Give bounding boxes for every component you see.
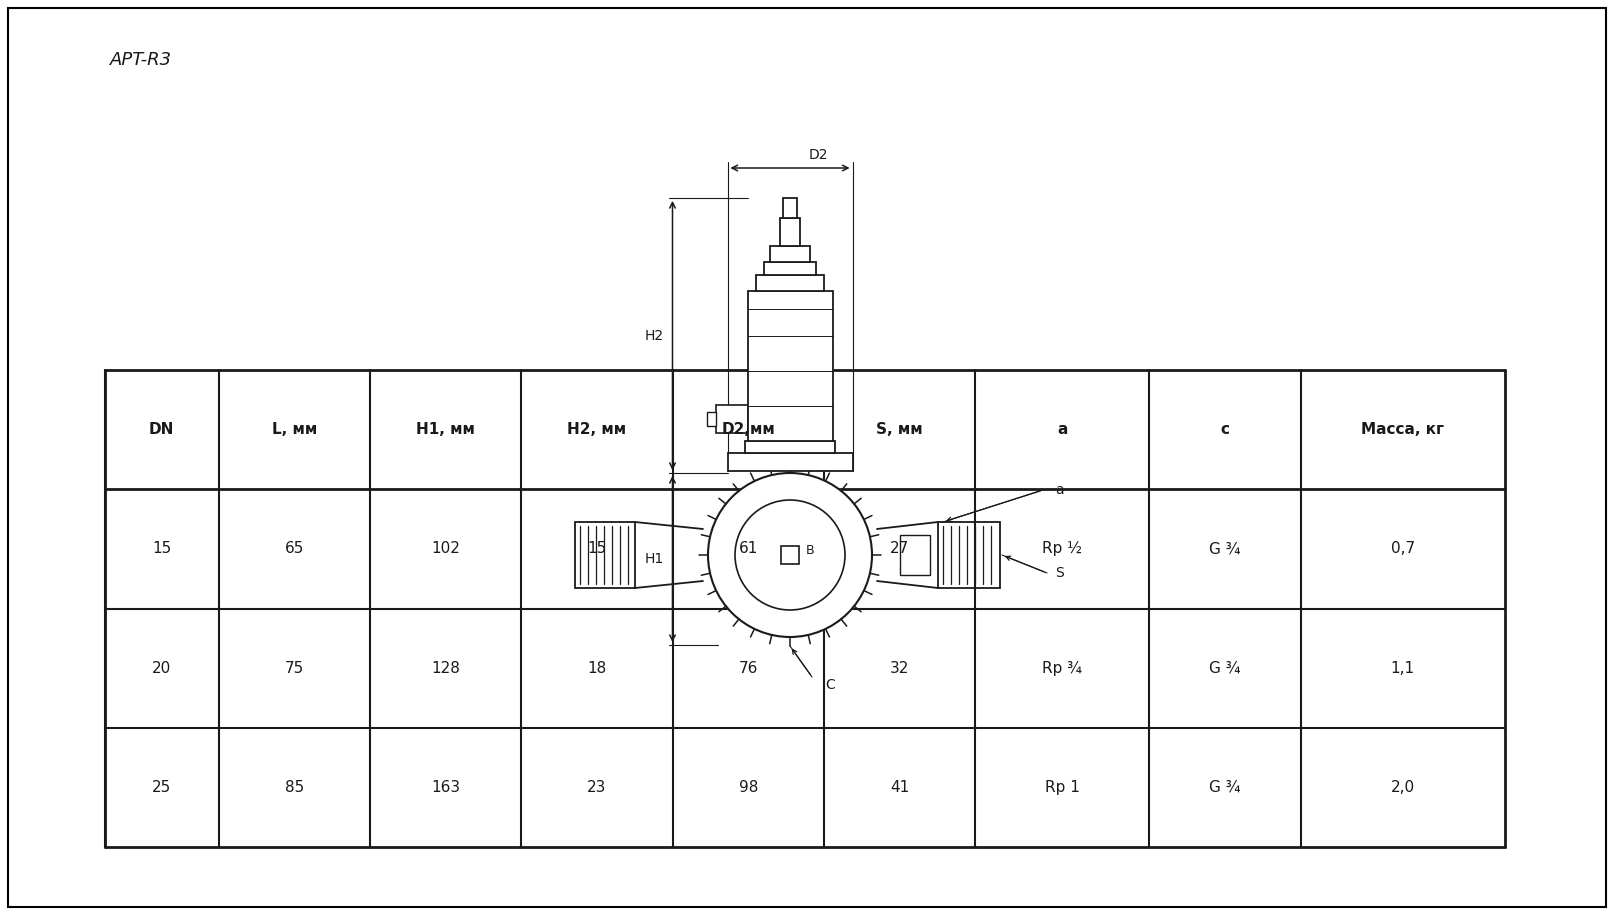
Text: 61: 61 (739, 542, 759, 556)
Text: 75: 75 (284, 661, 303, 675)
Text: G ¾: G ¾ (1209, 542, 1241, 556)
Bar (783, 198, 797, 218)
Text: 25: 25 (152, 780, 171, 795)
Circle shape (734, 500, 846, 610)
Bar (780, 218, 801, 246)
Bar (763, 262, 817, 275)
Text: 15: 15 (152, 542, 171, 556)
Text: 18: 18 (587, 661, 607, 675)
Bar (715, 405, 747, 433)
Bar (770, 246, 810, 262)
Text: Rp ½: Rp ½ (1043, 542, 1083, 556)
Text: 20: 20 (152, 661, 171, 675)
Text: 2,0: 2,0 (1391, 780, 1415, 795)
Text: S: S (1056, 566, 1064, 580)
Text: 23: 23 (587, 780, 607, 795)
Text: Масса, кг: Масса, кг (1361, 422, 1445, 437)
Text: B: B (805, 544, 815, 557)
Text: C: C (825, 678, 834, 692)
Text: 98: 98 (739, 780, 759, 795)
Text: a: a (1056, 483, 1064, 497)
Text: 1,1: 1,1 (1391, 661, 1415, 675)
Bar (781, 546, 799, 564)
Text: 128: 128 (431, 661, 460, 675)
Text: 65: 65 (284, 542, 303, 556)
Text: 163: 163 (431, 780, 460, 795)
Text: D2: D2 (809, 148, 828, 162)
Bar (755, 275, 825, 291)
Text: H1: H1 (646, 552, 663, 566)
Text: 102: 102 (431, 542, 460, 556)
Text: Rp 1: Rp 1 (1044, 780, 1080, 795)
Circle shape (709, 473, 872, 637)
Text: DN: DN (148, 422, 174, 437)
Bar (728, 453, 852, 471)
Text: c: c (1220, 422, 1230, 437)
Text: 41: 41 (889, 780, 909, 795)
Text: 76: 76 (739, 661, 759, 675)
Bar (746, 441, 834, 453)
Text: H2: H2 (646, 328, 663, 342)
Text: a: a (1057, 422, 1067, 437)
Bar (707, 412, 715, 426)
Text: 0,7: 0,7 (1391, 542, 1415, 556)
Text: 32: 32 (889, 661, 909, 675)
Bar (901, 535, 930, 575)
Text: G ¾: G ¾ (1209, 780, 1241, 795)
Bar (747, 291, 833, 441)
Text: Rp ¾: Rp ¾ (1043, 661, 1083, 675)
Text: 27: 27 (889, 542, 909, 556)
Text: H2, мм: H2, мм (568, 422, 626, 437)
Bar (575, 522, 634, 588)
Text: H1, мм: H1, мм (416, 422, 475, 437)
Text: 85: 85 (284, 780, 303, 795)
Text: G ¾: G ¾ (1209, 661, 1241, 675)
Text: 15: 15 (587, 542, 607, 556)
Text: L, мм: L, мм (271, 422, 316, 437)
Text: APT-R3: APT-R3 (110, 51, 173, 69)
Text: S, мм: S, мм (876, 422, 923, 437)
Bar (938, 522, 1001, 588)
Text: D2,мм: D2,мм (721, 422, 775, 437)
